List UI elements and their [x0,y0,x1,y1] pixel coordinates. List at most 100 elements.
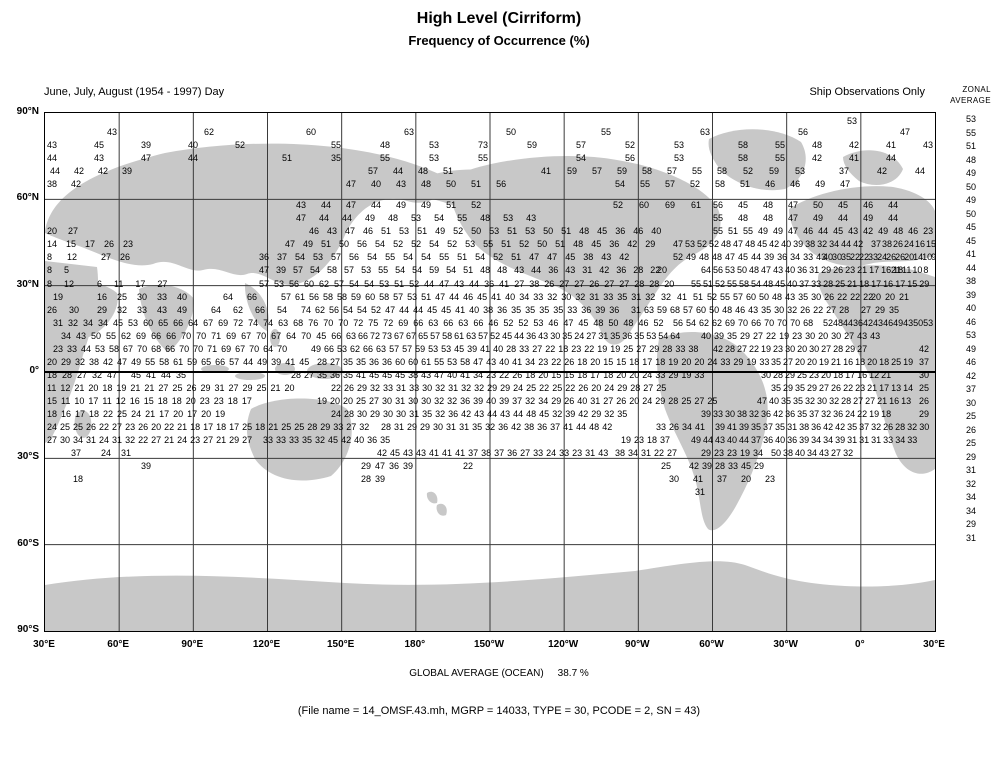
grid-values: 25 [919,383,930,393]
grid-values: 64 62 66 54 [211,305,288,315]
grid-values: 57 53 56 60 62 57 54 54 53 51 52 44 47 4… [259,279,675,289]
grid-values: 62 [204,127,215,137]
landmass-india [139,284,195,352]
grid-values: 43 44 47 44 49 49 51 52 [296,200,482,210]
zonal-average-value: 51 [965,141,976,151]
zonal-average-value: 37 [965,384,976,394]
landmass-madagascar [74,410,92,438]
zonal-average-header: ZONAL AVERAGE [950,84,991,106]
lon-tick-label: 90°W [625,639,650,650]
grid-values: 29 47 36 39 [361,461,414,471]
zonal-average-value: 48 [965,154,976,165]
grid-values: 42 [919,344,930,354]
grid-values: 47 53 52 52 48 47 48 45 42 40 39 38 32 3… [673,239,864,249]
grid-values: 60 [306,127,317,137]
grid-values: 55 [601,127,612,137]
grid-values: 24 31 [101,448,132,458]
page-title: High Level (Cirriform) [416,10,582,27]
grid-values: 55 48 53 73 59 [331,140,538,150]
grid-values: 28 27 35 35 36 36 60 60 61 55 53 58 47 4… [317,357,770,367]
grid-values: 46 43 47 46 51 53 51 49 52 50 53 51 53 5… [309,226,662,236]
lon-tick-label: 30°W [773,639,798,650]
zonal-average-value: 53 [965,330,976,340]
zonal-average-value: 34 [965,505,976,516]
grid-values: 18 [73,474,84,484]
page-subtitle: Frequency of Occurrence (%) [408,33,590,48]
landmass-se-asia [244,283,269,331]
grid-values: 43 [107,127,118,137]
zonal-average-value: 49 [965,343,976,354]
zonal-average-value: 45 [965,222,976,232]
zonal-average-value: 49 [965,195,976,205]
global-average: GLOBAL AVERAGE (OCEAN) 38.7 % [0,668,998,679]
zonal-average-value: 38 [965,276,976,286]
grid-values: 22 [463,461,474,471]
grid-values: 8 12 [47,252,78,262]
grid-values: 39 41 39 35 37 35 31 38 36 42 42 35 37 3… [715,422,930,432]
grid-values: 20 29 32 38 42 47 49 55 58 61 59 65 66 5… [47,357,310,367]
grid-values: 28 31 29 29 30 31 31 35 32 36 42 38 36 3… [381,422,613,432]
grid-values: 47 49 51 50 56 54 52 52 54 52 53 55 51 5… [285,239,656,249]
grid-values: 64 66 [223,292,258,302]
grid-values: 55 51 52 55 58 54 48 45 40 37 33 28 25 2… [691,279,930,289]
landmass-eurasia [45,143,443,285]
grid-values: 14 15 17 26 23 [47,239,134,249]
grid-values: 40 30 35 22 22 33 24 26 26 20 14 10 9 [823,252,937,262]
grid-values: 63 [404,127,415,137]
global-average-label: GLOBAL AVERAGE (OCEAN) [409,668,544,679]
lon-tick-label: 90°E [181,639,204,650]
grid-values: 50 38 40 34 43 27 32 [771,448,854,458]
grid-values: 53 [847,116,858,126]
grid-values: 51 35 55 53 55 [282,153,489,163]
grid-values: 41 [541,166,552,176]
grid-values: 30 41 37 20 23 [669,474,776,484]
grid-values: 22 26 29 32 33 31 33 30 32 31 32 32 29 2… [331,383,667,393]
grid-values: 47 [900,127,911,137]
zonal-average-value: 39 [965,289,976,300]
grid-values: 29 23 23 19 34 [701,448,764,458]
grid-values: 49 66 53 62 66 63 57 57 59 53 53 45 39 4… [311,344,699,354]
grid-values: 23 33 44 53 58 67 70 68 66 70 70 71 69 6… [53,344,288,354]
grid-values: 57 44 48 51 [368,166,454,176]
lon-tick-label: 60°W [699,639,724,650]
landmass-north-america [447,155,721,345]
grid-values: 63 66 72 73 67 67 65 57 58 61 63 57 52 4… [346,331,681,341]
lat-tick-label: 90°S [17,624,39,635]
landmass-java [235,372,265,380]
grid-values: 58 55 42 41 44 [738,153,897,163]
grid-values: 24 28 30 29 30 30 31 35 32 36 42 43 44 4… [331,409,628,419]
lat-tick-label: 60°S [17,537,39,549]
landmass-philippines [270,329,280,347]
lon-tick-label: 120°E [252,639,281,650]
grid-values: 56 54 62 62 69 70 66 70 70 70 68 [673,318,814,328]
grid-values: 30 [919,370,930,380]
zonal-average-value: 55 [965,127,976,138]
grid-values: 35 27 20 20 19 21 16 18 20 18 25 19 [771,357,914,367]
grid-values: 31 63 59 68 57 60 50 48 46 43 35 30 32 2… [631,305,850,315]
lon-tick-label: 120°W [548,639,579,650]
grid-values: 18 16 17 18 22 25 24 21 17 20 17 20 19 [47,409,226,419]
grid-values: 27 29 35 [861,305,900,315]
grid-values: 29 32 33 43 49 [97,305,188,315]
zonal-average-value: 31 [965,532,976,543]
period-label: June, July, August (1954 - 1997) Day [44,86,225,98]
zonal-average-value: 26 [965,424,976,435]
lon-tick-label: 30°E [33,639,55,650]
grid-values: 33 33 33 35 32 45 42 40 36 35 [263,435,391,445]
grid-values: 45 41 44 35 [131,370,187,380]
grid-values: 47 40 35 35 32 30 32 28 27 27 21 16 13 [757,396,912,406]
zonal-average-value: 53 [965,114,976,124]
grid-values: 37 38 26 24 16 15 [871,239,937,249]
grid-values: 58 55 48 42 41 43 [738,140,934,150]
zonal-average-value: 41 [965,249,976,259]
grid-values: 64 56 53 50 48 47 43 40 36 31 29 26 23 2… [701,265,904,275]
grid-values: 15 11 10 17 11 12 16 15 18 18 20 23 23 1… [47,396,252,406]
grid-values: 44 43 47 44 [47,153,199,163]
grid-values: 56 [798,127,809,137]
lat-tick-label: 90°N [16,106,39,117]
zonal-average-value: 25 [965,411,976,421]
lat-tick-label: 60°N [16,192,39,204]
grid-values: 47 39 57 54 58 57 53 55 54 54 59 54 51 4… [259,265,661,275]
grid-values: 54 56 53 [576,153,685,163]
